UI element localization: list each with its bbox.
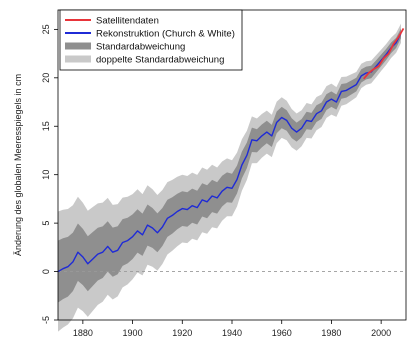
- series-lines: [57, 27, 406, 273]
- axes: 1880 1900 1920 1940 1960 1980 2000 -5 0 5 10 15 20 25: [41, 24, 391, 338]
- x-tick-label-1940: 1940: [222, 328, 242, 338]
- y-tick-label--5: -5: [41, 316, 51, 324]
- reconstruction-line: [57, 32, 402, 273]
- y-tick-label-15: 15: [41, 121, 51, 131]
- y-tick-label-25: 25: [41, 24, 51, 34]
- y-axis-label: Änderung des globalen Meeresspiegels in …: [13, 74, 23, 256]
- x-tick-label-2000: 2000: [371, 328, 391, 338]
- legend: Satellitendaten Rekonstruktion (Church &…: [59, 9, 243, 71]
- x-tick-label-1880: 1880: [73, 328, 93, 338]
- uncertainty-bands: [58, 23, 401, 332]
- legend-label-double-std: doppelte Standardabweichung: [96, 55, 224, 66]
- y-tick-label-5: 5: [41, 221, 51, 226]
- satellite-line: [363, 27, 405, 80]
- y-tick-label-10: 10: [41, 170, 51, 180]
- x-tick-label-1960: 1960: [272, 328, 292, 338]
- legend-label-satellite: Satellitendaten: [96, 16, 159, 27]
- x-tick-label-1920: 1920: [172, 328, 192, 338]
- std-band: [58, 28, 401, 303]
- x-tick-label-1980: 1980: [321, 328, 341, 338]
- legend-label-std: Standardabweichung: [96, 42, 185, 53]
- legend-label-reconstruction: Rekonstruktion (Church & White): [96, 29, 235, 40]
- y-tick-label-20: 20: [41, 73, 51, 83]
- y-tick-label-0: 0: [41, 269, 51, 274]
- x-tick-label-1900: 1900: [123, 328, 143, 338]
